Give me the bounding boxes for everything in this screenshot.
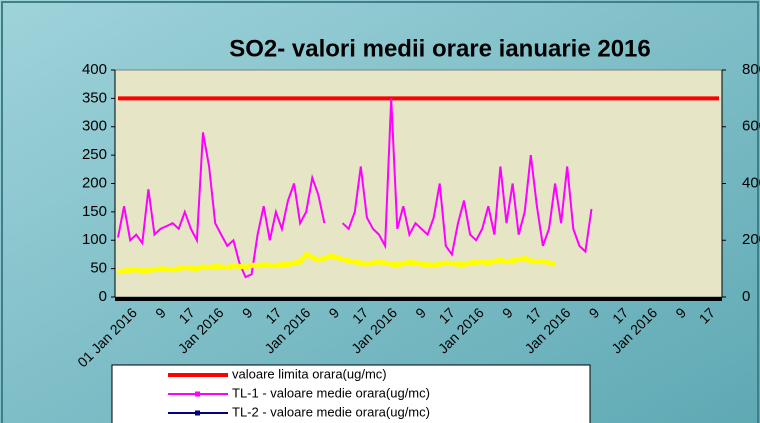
y2-tick-label: 400 <box>742 174 760 191</box>
y2-tick-label: 0 <box>742 288 750 305</box>
plot-area <box>114 69 723 298</box>
legend-label: TL-2 - valoare medie orara(ug/mc) <box>232 404 430 419</box>
legend-marker <box>195 391 200 397</box>
y2-tick-label: 200 <box>742 231 760 248</box>
chart-title: SO2- valori medii orare ianuarie 2016 <box>229 35 651 62</box>
y-tick-label: 300 <box>82 118 107 135</box>
legend-marker <box>195 410 200 416</box>
y2-tick-label: 800 <box>742 61 760 78</box>
legend-label: valoare limita orara(ug/mc) <box>232 366 387 381</box>
y-tick-label: 50 <box>90 260 107 277</box>
y-tick-label: 250 <box>82 146 107 163</box>
series-line <box>117 98 593 279</box>
series-line <box>117 251 556 274</box>
y2-tick-label: 600 <box>742 118 760 135</box>
legend-label: TL-1 - valoare medie orara(ug/mc) <box>232 385 430 400</box>
y-tick-label: 0 <box>99 288 107 305</box>
x-axis <box>115 297 722 301</box>
y-tick-label: 200 <box>82 174 107 191</box>
y-tick-label: 100 <box>82 231 107 248</box>
legend-entries: valoare limita orara(ug/mc) TL-1 - valoar… <box>168 366 430 419</box>
y-tick-label: 150 <box>82 203 107 220</box>
y-tick-label: 400 <box>82 61 107 78</box>
y-tick-label: 350 <box>82 89 107 106</box>
